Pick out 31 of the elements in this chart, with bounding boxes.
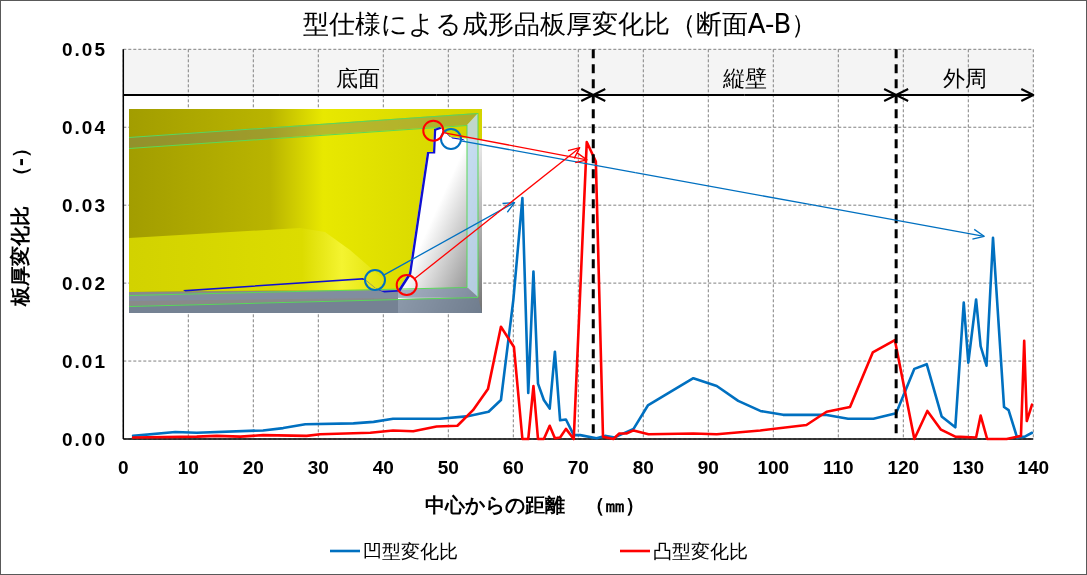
line-series	[131, 196, 1034, 440]
x-tick-label: 60	[502, 457, 524, 478]
x-tick-label: 130	[952, 457, 985, 478]
x-tick-label: 110	[822, 457, 854, 478]
y-tick-label: 0.01	[62, 351, 107, 373]
line-series	[131, 140, 1034, 441]
x-tick-label: 0	[118, 457, 129, 478]
x-tick-label: 40	[372, 457, 394, 478]
x-tick-label: 140	[1017, 457, 1050, 478]
x-tick-label: 120	[887, 457, 920, 478]
x-tick-label: 50	[437, 457, 459, 478]
band-label: 底面	[336, 66, 381, 91]
y-tick-label: 0.04	[62, 117, 107, 139]
y-tick-label: 0.05	[62, 39, 107, 61]
y-tick-label: 0.00	[62, 429, 107, 450]
chart-title: 型仕様による成形品板厚変化比（断面A-B）	[302, 9, 818, 39]
legend-label: 凹型変化比	[363, 540, 458, 562]
y-tick-label: 0.03	[62, 195, 107, 217]
x-tick-label: 100	[757, 457, 790, 478]
x-tick-label: 10	[177, 457, 199, 478]
y-axis-title: 板厚変化比 （-）	[8, 137, 32, 308]
y-tick-label: 0.02	[62, 273, 107, 295]
x-tick-label: 20	[242, 457, 264, 478]
x-tick-label: 30	[307, 457, 329, 478]
x-tick-label: 80	[632, 457, 654, 478]
band-label: 外周	[942, 66, 987, 91]
legend-label: 凸型変化比	[653, 540, 748, 562]
x-axis-title: 中心からの距離 （㎜）	[425, 493, 645, 517]
x-tick-label: 90	[697, 457, 719, 478]
band-label: 縦壁	[721, 66, 767, 91]
x-tick-label: 70	[567, 457, 589, 478]
